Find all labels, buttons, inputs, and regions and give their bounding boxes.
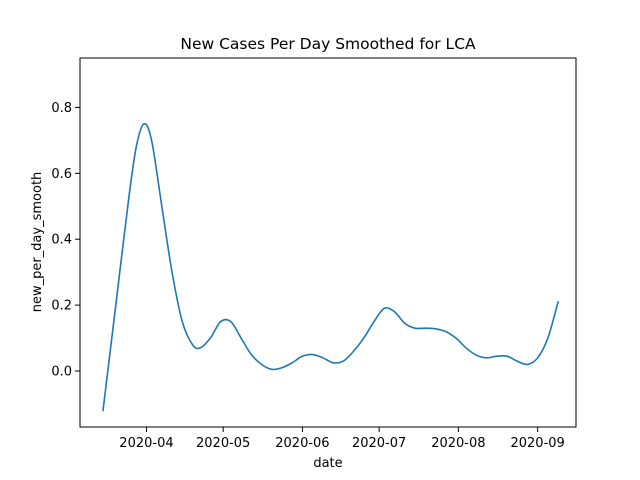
y-tick-label: 0.0 xyxy=(51,364,72,379)
plot-area-frame xyxy=(79,57,577,428)
x-axis-title: date xyxy=(313,456,342,471)
series-line xyxy=(102,122,559,412)
y-tick-label: 0.2 xyxy=(51,299,72,314)
x-tick-label: 2020-04 xyxy=(119,436,173,451)
x-tick-label: 2020-08 xyxy=(431,436,485,451)
y-tick-label: 0.6 xyxy=(51,167,72,182)
x-tick-label: 2020-07 xyxy=(352,436,406,451)
x-tick-label: 2020-05 xyxy=(196,436,250,451)
x-tick-label: 2020-06 xyxy=(275,436,329,451)
y-axis-title: new_per_day_smooth xyxy=(30,172,45,313)
y-tick-label: 0.8 xyxy=(51,101,72,116)
x-tick-label: 2020-09 xyxy=(510,436,564,451)
y-tick-label: 0.4 xyxy=(51,233,72,248)
chart-title: New Cases Per Day Smoothed for LCA xyxy=(180,35,476,53)
